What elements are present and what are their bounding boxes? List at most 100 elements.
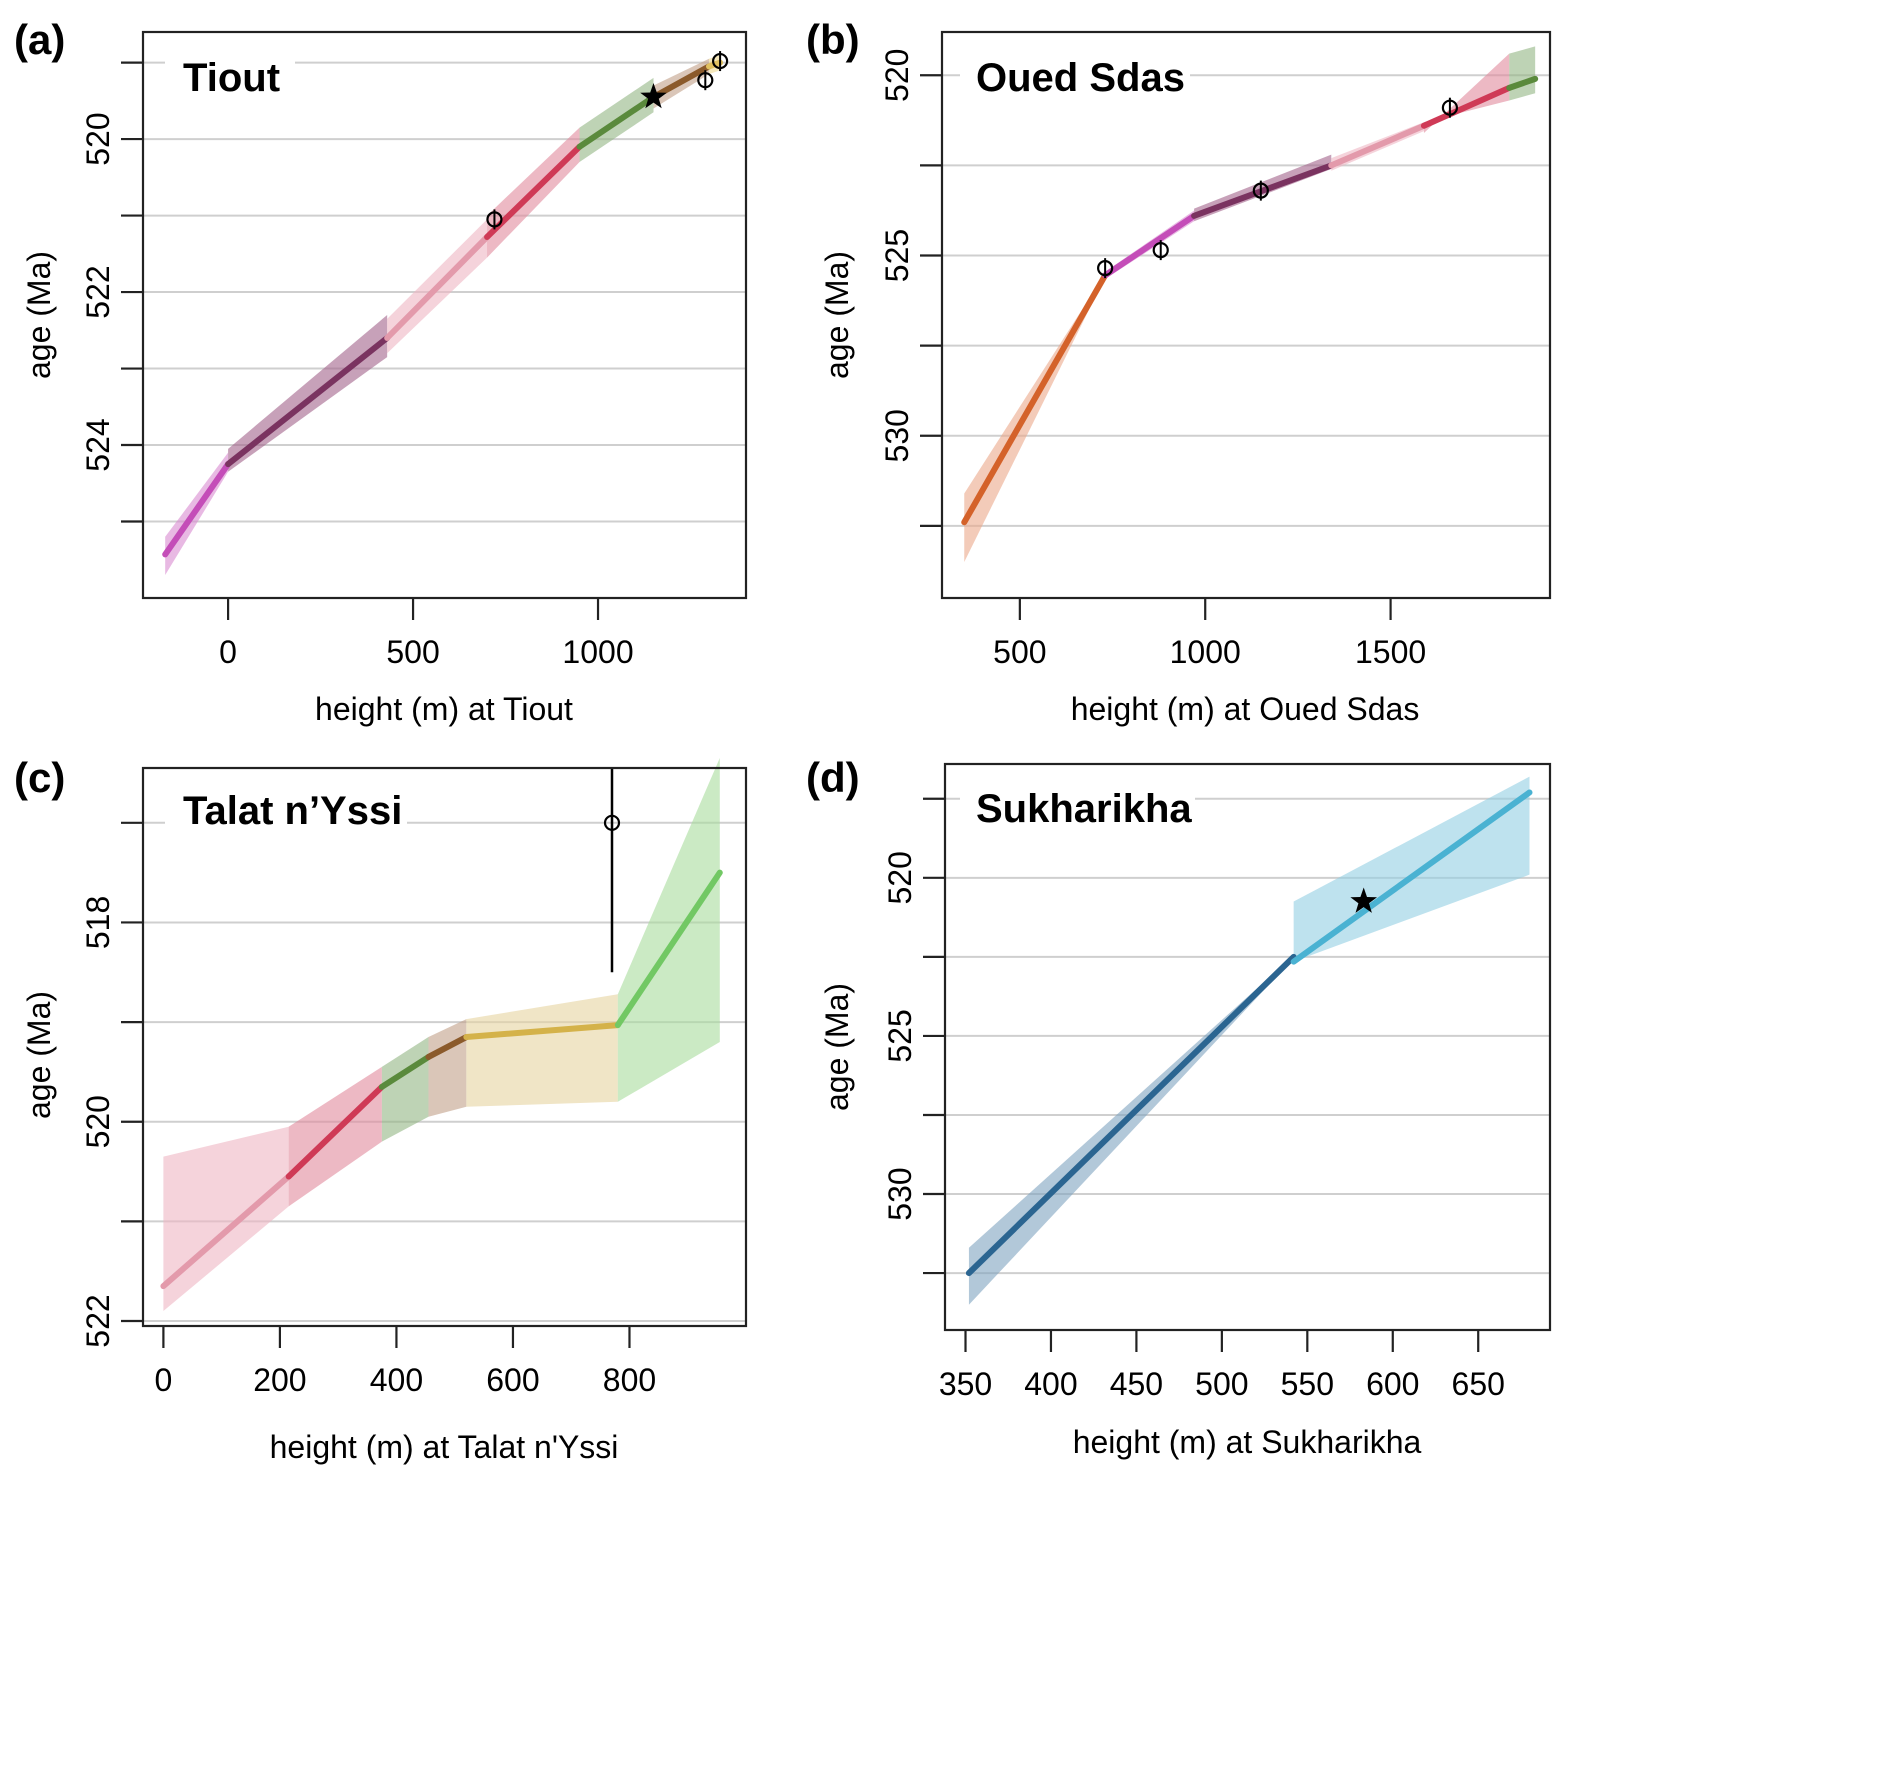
credible-envelope bbox=[1293, 776, 1530, 962]
median-line-segment bbox=[1290, 789, 1533, 965]
star-marker bbox=[1350, 887, 1377, 913]
title-background bbox=[165, 790, 407, 840]
envelopes bbox=[165, 54, 721, 576]
x-axis: 0 500 1000 bbox=[219, 598, 634, 670]
y-tick-label: 520 bbox=[80, 112, 116, 165]
title-background bbox=[960, 52, 1190, 102]
x-tick-label: 600 bbox=[486, 1362, 539, 1398]
envelopes bbox=[163, 758, 720, 1312]
y-tick-label: 525 bbox=[882, 1009, 918, 1062]
x-tick-label: 500 bbox=[386, 634, 439, 670]
x-tick-label: 450 bbox=[1110, 1366, 1163, 1402]
x-tick-label: 0 bbox=[154, 1362, 172, 1398]
median-lines bbox=[162, 59, 724, 558]
x-tick-label: 800 bbox=[603, 1362, 656, 1398]
median-line-segment bbox=[285, 1083, 385, 1180]
panel-letter: (b) bbox=[806, 16, 860, 63]
y-tick-label: 520 bbox=[879, 49, 915, 102]
median-line-segment bbox=[160, 1173, 292, 1290]
median-line-segment bbox=[650, 63, 713, 101]
credible-envelope bbox=[381, 1037, 429, 1142]
median-line-segment bbox=[1191, 162, 1335, 219]
x-tick-label: 350 bbox=[939, 1366, 992, 1402]
y-axis: 518 520 522 bbox=[80, 821, 143, 1348]
median-line-segment bbox=[614, 869, 723, 1029]
x-tick-label: 1500 bbox=[1355, 634, 1426, 670]
median-line-segment bbox=[1420, 84, 1513, 129]
dated-sample-marker bbox=[486, 211, 503, 228]
median-line-segment bbox=[425, 1034, 470, 1060]
y-axis-label: age (Ma) bbox=[21, 251, 57, 379]
panel-letter: (a) bbox=[14, 16, 65, 63]
y-tick-label: 518 bbox=[80, 896, 116, 949]
x-axis-label: height (m) at Oued Sdas bbox=[1071, 691, 1420, 727]
x-tick-label: 400 bbox=[370, 1362, 423, 1398]
median-line-segment bbox=[961, 272, 1109, 526]
y-tick-label: 522 bbox=[80, 265, 116, 318]
median-line-segment bbox=[484, 143, 583, 240]
x-tick-label: 600 bbox=[1366, 1366, 1419, 1402]
observations bbox=[486, 51, 729, 230]
median-line-segment bbox=[463, 1022, 621, 1041]
median-line-segment bbox=[965, 953, 1297, 1277]
credible-envelope bbox=[466, 994, 618, 1107]
credible-envelope bbox=[163, 1126, 289, 1312]
median-line-segment bbox=[162, 461, 232, 558]
title-background bbox=[165, 52, 295, 102]
median-line-segment bbox=[1328, 122, 1427, 169]
x-tick-label: 500 bbox=[1195, 1366, 1248, 1402]
y-axis-label: age (Ma) bbox=[21, 991, 57, 1119]
y-tick-label: 530 bbox=[882, 1167, 918, 1220]
median-line-segment bbox=[384, 233, 491, 341]
dated-sample-marker bbox=[1152, 242, 1169, 259]
y-axis: 520 525 530 bbox=[882, 797, 945, 1275]
x-axis-label: height (m) at Talat n'Yssi bbox=[270, 1429, 619, 1465]
median-line-segment bbox=[1506, 75, 1539, 91]
dated-sample-marker bbox=[603, 814, 621, 831]
credible-envelope bbox=[428, 1019, 467, 1117]
median-lines bbox=[965, 789, 1533, 1277]
panel-b: (b) Oued Sdas 520 525 530 500 1000 1500 heig… bbox=[806, 16, 1552, 727]
x-axis-label: height (m) at Tiout bbox=[315, 691, 573, 727]
star-marker bbox=[640, 83, 667, 109]
plot-frame bbox=[141, 766, 748, 1328]
x-tick-label: 1000 bbox=[1170, 634, 1241, 670]
dated-sample-marker bbox=[1252, 182, 1269, 199]
panel-letter: (d) bbox=[806, 754, 860, 801]
panel-letter: (c) bbox=[14, 754, 65, 801]
credible-envelope bbox=[968, 955, 1294, 1305]
median-line-segment bbox=[1102, 212, 1198, 279]
x-tick-label: 500 bbox=[993, 634, 1046, 670]
gridlines bbox=[942, 74, 1550, 527]
site-title: Oued Sdas bbox=[976, 56, 1185, 100]
x-axis: 0 200 400 600 800 bbox=[154, 1326, 656, 1398]
x-axis-label: height (m) at Sukharikha bbox=[1073, 1424, 1422, 1460]
site-title: Talat n’Yssi bbox=[183, 789, 402, 833]
dated-sample-marker bbox=[1097, 260, 1114, 277]
site-title: Tiout bbox=[183, 56, 280, 100]
x-axis: 500 1000 1500 bbox=[993, 598, 1426, 670]
x-tick-label: 400 bbox=[1024, 1366, 1077, 1402]
y-axis-label: age (Ma) bbox=[819, 983, 855, 1111]
x-axis: 350 400 450 500 550 600 650 bbox=[939, 1330, 1505, 1402]
y-axis-label: age (Ma) bbox=[819, 251, 855, 379]
title-background bbox=[960, 785, 1195, 835]
plot-frame bbox=[940, 30, 1552, 600]
credible-envelope bbox=[288, 1066, 382, 1207]
dated-sample-marker bbox=[712, 52, 729, 70]
panel-d: (d) Sukharikha 520 525 530 350 400 450 500 550… bbox=[806, 754, 1552, 1460]
x-tick-label: 200 bbox=[253, 1362, 306, 1398]
panel-a: (a) Tiout 520 522 524 0 500 1000 height (m) … bbox=[14, 16, 748, 727]
y-axis: 520 525 530 bbox=[879, 49, 942, 527]
site-title: Sukharikha bbox=[976, 787, 1192, 831]
observations bbox=[603, 768, 621, 973]
y-axis: 520 522 524 bbox=[80, 61, 143, 523]
dated-sample-marker bbox=[1441, 99, 1459, 116]
y-tick-label: 522 bbox=[80, 1294, 116, 1347]
y-tick-label: 524 bbox=[80, 418, 116, 471]
credible-envelope bbox=[964, 273, 1106, 562]
envelopes bbox=[964, 46, 1536, 562]
x-tick-label: 650 bbox=[1452, 1366, 1505, 1402]
median-line-segment bbox=[378, 1053, 432, 1090]
